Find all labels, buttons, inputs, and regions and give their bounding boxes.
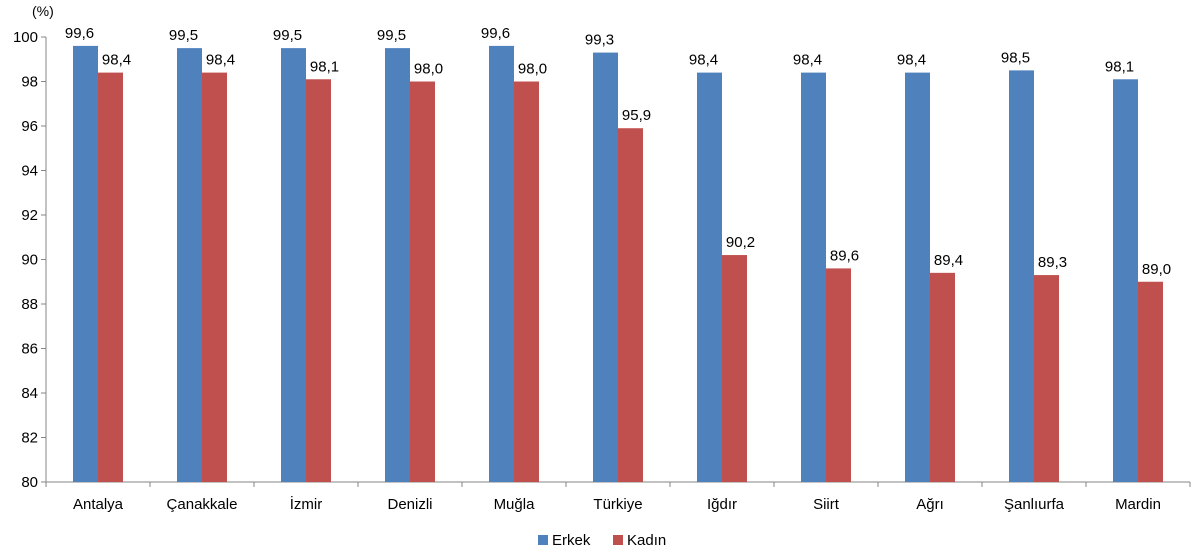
data-label: 99,6 xyxy=(65,25,94,42)
x-category-label: Mardin xyxy=(1115,496,1161,513)
x-category-label: Ağrı xyxy=(916,496,944,513)
legend-swatch-1 xyxy=(613,535,623,545)
data-label: 98,4 xyxy=(102,52,131,69)
data-label: 95,9 xyxy=(622,107,651,124)
data-label: 98,1 xyxy=(1105,58,1134,75)
data-labels: 99,6 98,4 99,5 98,4 99,5 98,1 99,5 98,0 99,6 98,0… xyxy=(65,25,1171,278)
data-label: 99,5 xyxy=(273,27,302,44)
bar-erkek-9 xyxy=(1009,70,1034,482)
x-category-label: İzmir xyxy=(290,495,323,513)
y-tick-label: 82 xyxy=(21,430,38,447)
bar-kad-n-8 xyxy=(930,272,955,482)
bar-kad-n-0 xyxy=(98,72,123,482)
bar-erkek-10 xyxy=(1113,79,1138,483)
bar-erkek-4 xyxy=(489,45,514,483)
data-label: 89,6 xyxy=(830,247,859,264)
y-tick-label: 98 xyxy=(21,74,38,91)
y-tick-label: 86 xyxy=(21,341,38,358)
bar-erkek-3 xyxy=(385,48,410,482)
data-label: 89,4 xyxy=(934,252,963,269)
data-label: 98,0 xyxy=(414,61,443,78)
data-label: 98,4 xyxy=(793,52,822,69)
y-tick-label: 92 xyxy=(21,207,38,224)
x-category-label: Şanlıurfa xyxy=(1004,496,1065,513)
x-category-label: Türkiye xyxy=(593,496,642,513)
x-category-label: Denizli xyxy=(387,496,432,513)
bar-kad-n-4 xyxy=(514,81,539,482)
x-category-label: Iğdır xyxy=(707,496,737,513)
data-label: 98,1 xyxy=(310,58,339,75)
y-tick-label: 84 xyxy=(21,385,38,402)
legend-swatch-0 xyxy=(538,535,548,545)
legend: Erkek Kadın xyxy=(538,532,666,549)
data-label: 89,3 xyxy=(1038,254,1067,271)
data-label: 98,4 xyxy=(689,52,718,69)
y-tick-label: 80 xyxy=(21,474,38,491)
bars xyxy=(73,45,1163,483)
data-label: 90,2 xyxy=(726,234,755,251)
legend-label: Kadın xyxy=(627,532,666,549)
y-tick-label: 90 xyxy=(21,252,38,269)
data-label: 99,5 xyxy=(169,27,198,44)
bar-kad-n-5 xyxy=(618,128,643,482)
data-label: 99,5 xyxy=(377,27,406,44)
x-category-label: Çanakkale xyxy=(167,496,238,513)
bar-kad-n-3 xyxy=(410,81,435,482)
bar-kad-n-9 xyxy=(1034,275,1059,482)
bar-erkek-5 xyxy=(593,52,618,482)
bar-kad-n-2 xyxy=(306,79,331,483)
y-tick-label: 96 xyxy=(21,118,38,135)
x-category-label: Antalya xyxy=(73,496,124,513)
y-tick-label: 88 xyxy=(21,296,38,313)
y-unit-label: (%) xyxy=(32,3,54,19)
bar-erkek-6 xyxy=(697,72,722,482)
bar-erkek-2 xyxy=(281,48,306,482)
axes: 80 82 84 86 88 90 92 94 96 98 100 Antalya Çanakkale İ… xyxy=(13,29,1191,513)
legend-label: Erkek xyxy=(552,532,591,549)
y-tick-label: 100 xyxy=(13,29,38,46)
bar-erkek-8 xyxy=(905,72,930,482)
bar-kad-n-7 xyxy=(826,268,851,482)
bar-kad-n-10 xyxy=(1138,281,1163,482)
data-label: 98,5 xyxy=(1001,49,1030,66)
bar-kad-n-1 xyxy=(202,72,227,482)
bar-kad-n-6 xyxy=(722,255,747,482)
x-category-label: Muğla xyxy=(494,496,536,513)
bar-erkek-7 xyxy=(801,72,826,482)
data-label: 99,3 xyxy=(585,32,614,49)
data-label: 98,0 xyxy=(518,61,547,78)
data-label: 89,0 xyxy=(1142,261,1171,278)
x-category-label: Siirt xyxy=(813,496,840,513)
y-tick-label: 94 xyxy=(21,163,38,180)
data-label: 98,4 xyxy=(897,52,926,69)
data-label: 99,6 xyxy=(481,25,510,42)
data-label: 98,4 xyxy=(206,52,235,69)
bar-erkek-0 xyxy=(73,45,98,483)
bar-erkek-1 xyxy=(177,48,202,482)
